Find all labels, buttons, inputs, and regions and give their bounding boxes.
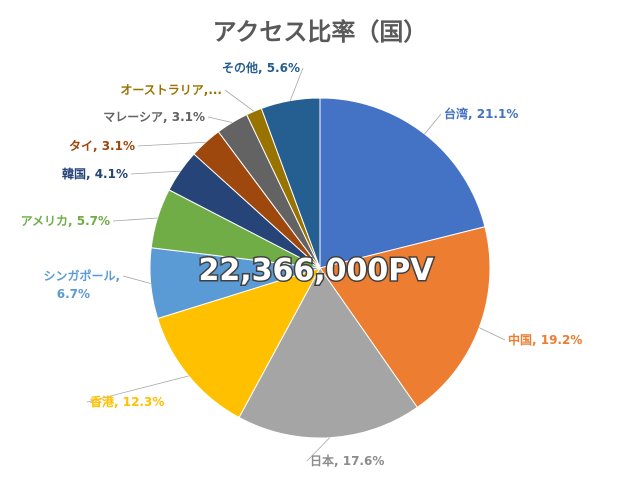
pie-slice [319, 226, 491, 409]
leader-line [130, 170, 181, 175]
slice-data-label: アメリカ, 5.7% [21, 214, 110, 228]
leader-line [479, 327, 506, 341]
slice-data-label: 中国, 19.2% [508, 332, 582, 347]
leader-line [137, 141, 206, 147]
slice-data-label: 香港, 12.3% [89, 394, 164, 409]
leader-line [224, 89, 255, 112]
slice-data-label: オーストラリア,... [120, 83, 222, 97]
slice-data-label: シンガポール, 6.7% [43, 268, 120, 301]
leader-line [424, 113, 442, 135]
leader-line [112, 217, 158, 222]
leader-line [122, 275, 151, 284]
chart-title: アクセス比率（国） [212, 18, 428, 46]
pie-slice [157, 267, 322, 419]
leader-line [86, 375, 189, 403]
slice-data-label: 韓国, 4.1% [62, 166, 128, 181]
leader-line [289, 67, 304, 101]
center-total-label: 22,366,000PV [199, 253, 435, 288]
slice-data-label: 台湾, 21.1% [444, 106, 518, 121]
leader-line [207, 116, 233, 123]
slice-data-label: マレーシア, 3.1% [103, 110, 205, 124]
slice-data-label: 日本, 17.6% [310, 453, 384, 468]
slice-data-label: タイ, 3.1% [69, 139, 135, 153]
pie-slice [238, 267, 419, 439]
leader-line [306, 437, 330, 462]
pie-slice [319, 97, 486, 269]
slice-data-label: その他, 5.6% [222, 60, 300, 75]
